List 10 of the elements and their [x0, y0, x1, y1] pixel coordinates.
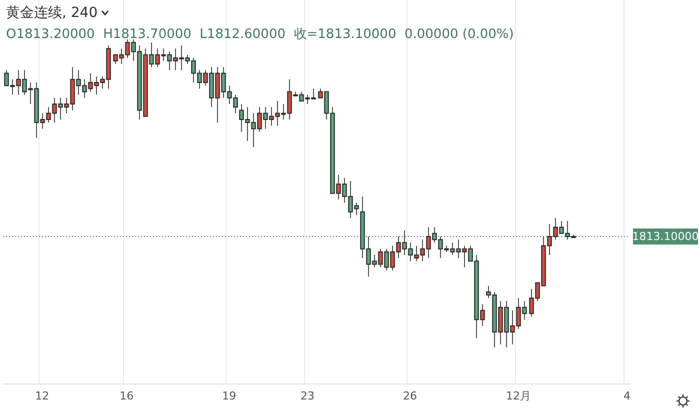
- chart-title: 黄金连续, 240: [6, 4, 98, 22]
- x-tick-label: 26: [402, 389, 417, 402]
- annotation: O1813.20000 H1813.70000 L1812.60000 收=1813.10000 0.00000 (0.00%): [6, 26, 514, 43]
- text: 1813.10000: [632, 230, 699, 243]
- x-tick-label: 12: [35, 389, 50, 402]
- x-tick-label: 23: [300, 389, 314, 402]
- x-tick-label: 4: [623, 389, 630, 402]
- x-tick-label: 16: [120, 389, 134, 402]
- x-tick-label: 19: [222, 389, 236, 402]
- x-tick-label: 12月: [506, 389, 531, 402]
